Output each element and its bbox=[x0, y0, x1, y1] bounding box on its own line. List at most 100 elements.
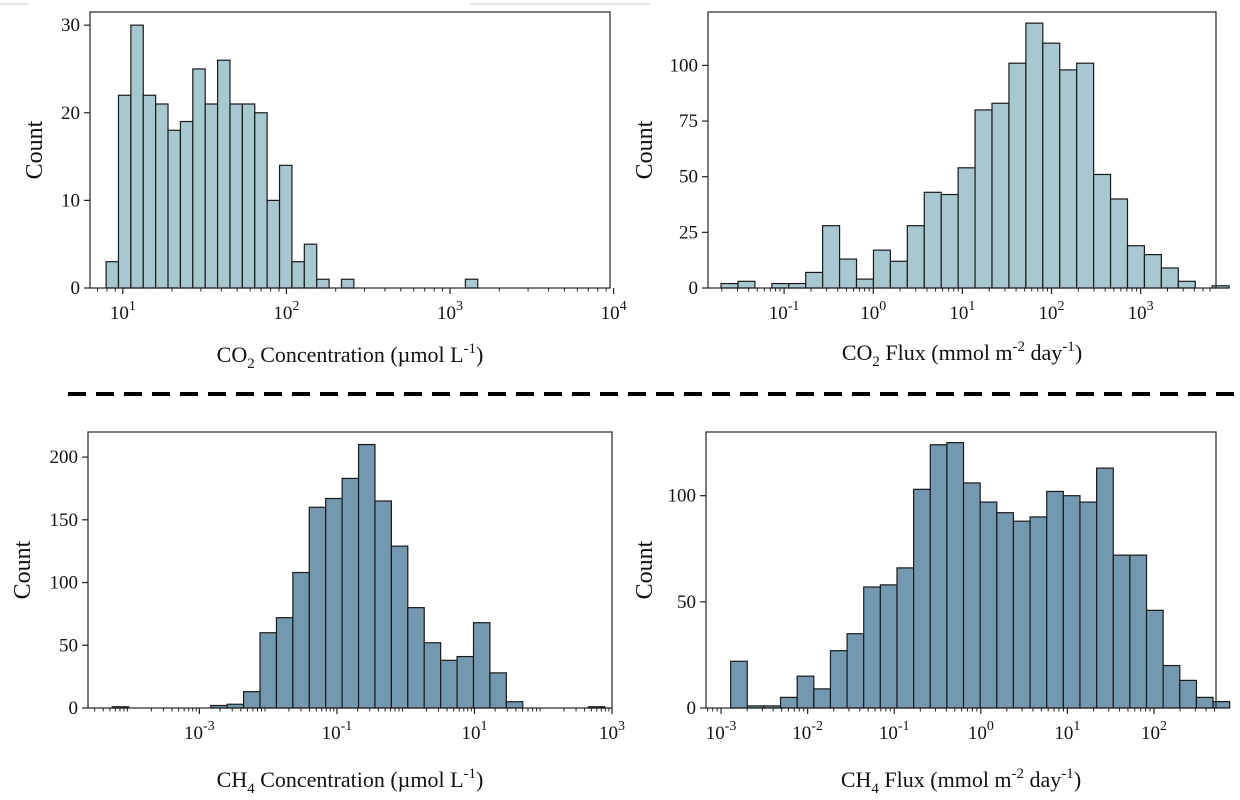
ch4-flux-plot-frame bbox=[705, 431, 1217, 709]
co2-concentration-panel: 0 10 20 30 101 102 103 104 Count CO2 Concentratio… bbox=[22, 11, 627, 372]
x-tick-label: 101 bbox=[461, 719, 487, 744]
histogram-bar bbox=[1042, 42, 1061, 289]
x-tick-label: 100 bbox=[860, 299, 886, 324]
histogram-bar bbox=[855, 278, 875, 289]
y-tick-label: 150 bbox=[50, 510, 79, 531]
histogram-bar bbox=[1012, 520, 1031, 709]
histogram-bar bbox=[1076, 62, 1095, 289]
x-tick-label: 101 bbox=[110, 299, 136, 324]
histogram-bar bbox=[472, 622, 491, 709]
histogram-bar bbox=[192, 68, 206, 289]
ch4-concentration-panel: 0 50 100 150 200 10-3 10-1 101 103 Count CH4 Conce… bbox=[10, 431, 625, 797]
histogram-bar bbox=[340, 278, 355, 289]
histogram-bar bbox=[1212, 701, 1231, 709]
histogram-bar bbox=[1093, 173, 1112, 289]
histogram-bar bbox=[822, 225, 841, 289]
histogram-bar bbox=[779, 696, 798, 709]
histogram-bar bbox=[390, 545, 409, 709]
histogram-bar bbox=[996, 512, 1015, 709]
histogram-bar bbox=[241, 103, 256, 289]
histogram-bar bbox=[913, 488, 931, 709]
histogram-bar bbox=[829, 650, 848, 709]
histogram-bar bbox=[805, 271, 824, 289]
histogram-bar bbox=[456, 655, 475, 709]
histogram-bar bbox=[325, 497, 343, 709]
histogram-bar bbox=[940, 193, 959, 289]
histogram-bar bbox=[946, 442, 965, 709]
y-tick-label: 0 bbox=[689, 278, 699, 299]
x-tick-label: 104 bbox=[601, 299, 627, 324]
histogram-bar bbox=[1160, 267, 1179, 289]
histogram-bar bbox=[1008, 62, 1027, 289]
x-tick-label: 102 bbox=[1141, 719, 1167, 744]
co2-flux-x-axis-title: CO2 Flux (mmol m-2 day-1) bbox=[842, 339, 1082, 370]
x-tick-label: 101 bbox=[949, 299, 975, 324]
x-tick-label: 103 bbox=[599, 719, 625, 744]
y-tick-label: 100 bbox=[670, 55, 699, 76]
x-tick-label: 10-2 bbox=[792, 719, 823, 744]
y-tick-label: 20 bbox=[61, 103, 80, 124]
histogram-bar bbox=[1195, 696, 1214, 709]
histogram-bar bbox=[1112, 554, 1131, 709]
histogram-bar bbox=[303, 243, 318, 289]
co2-concentration-bars bbox=[105, 24, 479, 289]
x-tick-label: 102 bbox=[1039, 299, 1065, 324]
histogram-bar bbox=[505, 701, 524, 709]
co2-concentration-x-axis-title: CO2 Concentration (µmol L-1) bbox=[217, 341, 484, 372]
y-tick-label: 75 bbox=[679, 111, 698, 132]
histogram-bar bbox=[879, 584, 898, 709]
histogram-bar bbox=[929, 444, 948, 709]
x-tick-label: 10-3 bbox=[706, 719, 737, 744]
histogram-bar bbox=[1079, 501, 1098, 709]
histogram-bar bbox=[737, 280, 756, 289]
histogram-bar bbox=[720, 282, 739, 289]
histogram-bar bbox=[440, 659, 458, 709]
histogram-bar bbox=[117, 94, 132, 289]
co2-concentration-plot-frame bbox=[89, 11, 611, 289]
histogram-bar bbox=[1129, 554, 1148, 709]
ch4-flux-x-axis-title: CH4 Flux (mmol m-2 day-1) bbox=[841, 766, 1081, 797]
histogram-bar bbox=[204, 103, 219, 289]
histogram-bar bbox=[242, 691, 261, 709]
histogram-bar bbox=[974, 109, 993, 289]
histogram-bar bbox=[906, 225, 925, 289]
histogram-bar bbox=[130, 24, 144, 289]
histogram-bar bbox=[489, 672, 507, 709]
histogram-bar bbox=[1029, 516, 1048, 709]
ch4-concentration-y-axis-title: Count bbox=[10, 540, 36, 599]
histogram-bar bbox=[407, 607, 425, 709]
histogram-bar bbox=[292, 571, 310, 709]
x-tick-label: 10-3 bbox=[184, 719, 215, 744]
histogram-bar bbox=[357, 443, 376, 709]
x-tick-label: 101 bbox=[1054, 719, 1080, 744]
histogram-bar bbox=[1126, 245, 1146, 289]
histogram-bar bbox=[1143, 254, 1162, 289]
histogram-bar bbox=[179, 120, 194, 289]
x-tick-label: 10-1 bbox=[879, 719, 910, 744]
x-tick-label: 10-1 bbox=[322, 719, 353, 744]
histogram-bar bbox=[796, 675, 815, 709]
y-tick-label: 100 bbox=[668, 486, 697, 507]
y-tick-label: 100 bbox=[50, 573, 79, 594]
histogram-bar bbox=[957, 167, 976, 289]
y-tick-label: 0 bbox=[687, 698, 697, 719]
histogram-bar bbox=[1025, 22, 1044, 289]
ch4-concentration-plot-frame bbox=[87, 431, 613, 709]
y-tick-label: 25 bbox=[679, 222, 698, 243]
co2-flux-panel: 0 25 50 75 100 10-1 100 101 102 103 Count CO2 Flux … bbox=[632, 11, 1230, 370]
histogram-bar bbox=[308, 506, 327, 709]
histogram-bar bbox=[142, 94, 157, 289]
x-tick-label: 103 bbox=[437, 299, 463, 324]
histogram-bar bbox=[962, 482, 981, 709]
histogram-bar bbox=[846, 633, 865, 709]
histogram-bar bbox=[316, 278, 330, 289]
histogram-bar bbox=[1177, 280, 1196, 289]
histogram-bar bbox=[979, 501, 998, 709]
histogram-bar bbox=[991, 102, 1010, 289]
histogram-bar bbox=[889, 260, 908, 289]
histogram-bar bbox=[896, 567, 915, 709]
co2-flux-bars bbox=[720, 22, 1230, 289]
histogram-bar bbox=[1096, 467, 1114, 709]
histogram-bar bbox=[1109, 198, 1129, 289]
